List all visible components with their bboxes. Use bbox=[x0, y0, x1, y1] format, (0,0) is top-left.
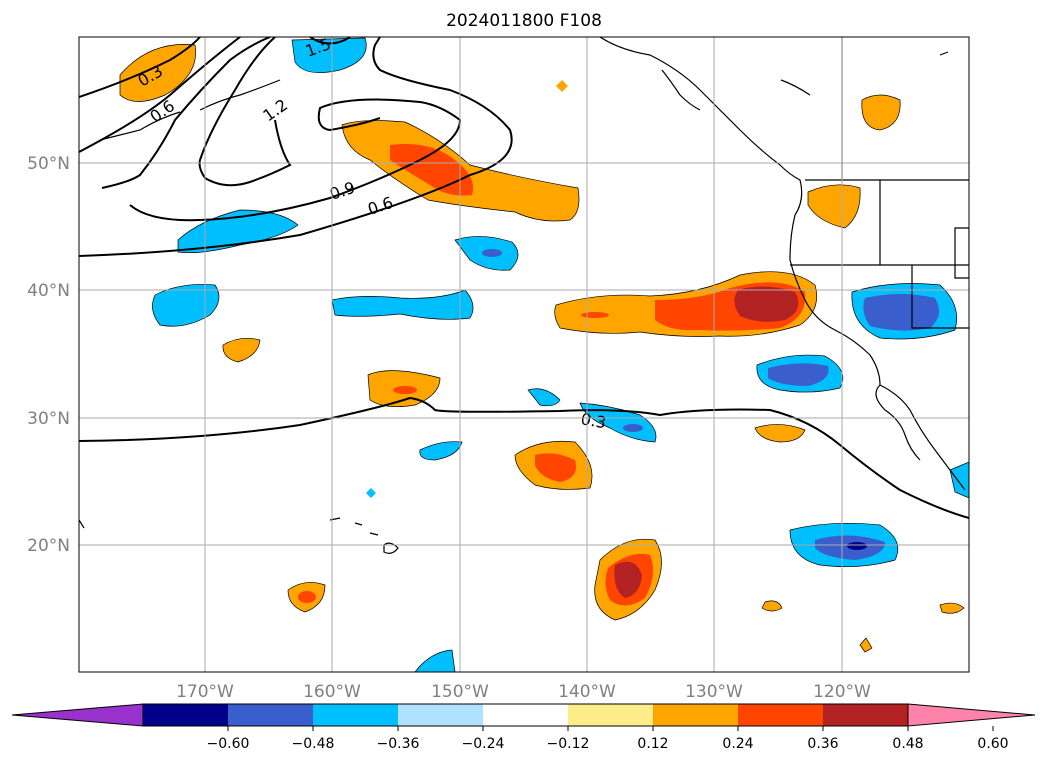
colorbar-swatch bbox=[483, 704, 568, 726]
colorbar-swatch bbox=[143, 704, 228, 726]
colorbar-tick-label: 0.24 bbox=[722, 736, 753, 752]
colorbar-swatch bbox=[313, 704, 398, 726]
colorbar: −0.60 −0.48 −0.36 −0.24 −0.12 0.12 0.24 0.36 0.4… bbox=[11, 703, 1036, 752]
colorbar-swatch bbox=[738, 704, 823, 726]
lon-label-130w: 130°W bbox=[685, 682, 743, 702]
colorbar-swatch bbox=[653, 704, 738, 726]
colorbar-swatch bbox=[823, 704, 908, 726]
colorbar-tick-label: −0.12 bbox=[547, 736, 590, 752]
map-title: 2024011800 F108 bbox=[446, 11, 602, 31]
colorbar-tick-label: 0.60 bbox=[977, 736, 1008, 752]
contour-label: 0.3 bbox=[579, 409, 607, 432]
lat-label-20n: 20°N bbox=[27, 536, 70, 556]
shaded-anomalies bbox=[119, 37, 969, 672]
lat-label-50n: 50°N bbox=[27, 154, 70, 174]
map-frame bbox=[78, 36, 970, 673]
lon-label-120w: 120°W bbox=[813, 682, 871, 702]
contour-lines bbox=[79, 37, 969, 519]
colorbar-extend-high bbox=[907, 703, 1036, 727]
colorbar-tick-label: −0.36 bbox=[377, 736, 420, 752]
contour-label: 1.5 bbox=[303, 34, 333, 61]
colorbar-tick-label: 0.12 bbox=[637, 736, 668, 752]
colorbar-extend-low bbox=[11, 703, 144, 727]
lon-label-160w: 160°W bbox=[303, 682, 361, 702]
colorbar-swatch bbox=[228, 704, 313, 726]
colorbar-swatch bbox=[568, 704, 653, 726]
lat-label-40n: 40°N bbox=[27, 281, 70, 301]
colorbar-tick-label: 0.36 bbox=[807, 736, 838, 752]
lon-label-170w: 170°W bbox=[176, 682, 234, 702]
colorbar-tick-label: 0.48 bbox=[892, 736, 923, 752]
lon-label-140w: 140°W bbox=[558, 682, 616, 702]
lon-label-150w: 150°W bbox=[431, 682, 489, 702]
colorbar-tick-label: −0.48 bbox=[292, 736, 335, 752]
colorbar-tick-label: −0.60 bbox=[207, 736, 250, 752]
colorbar-border bbox=[142, 703, 909, 727]
colorbar-swatch bbox=[398, 704, 483, 726]
coastlines bbox=[79, 37, 969, 554]
gridlines bbox=[79, 37, 969, 672]
colorbar-tick-label: −0.24 bbox=[462, 736, 505, 752]
lat-label-30n: 30°N bbox=[27, 409, 70, 429]
